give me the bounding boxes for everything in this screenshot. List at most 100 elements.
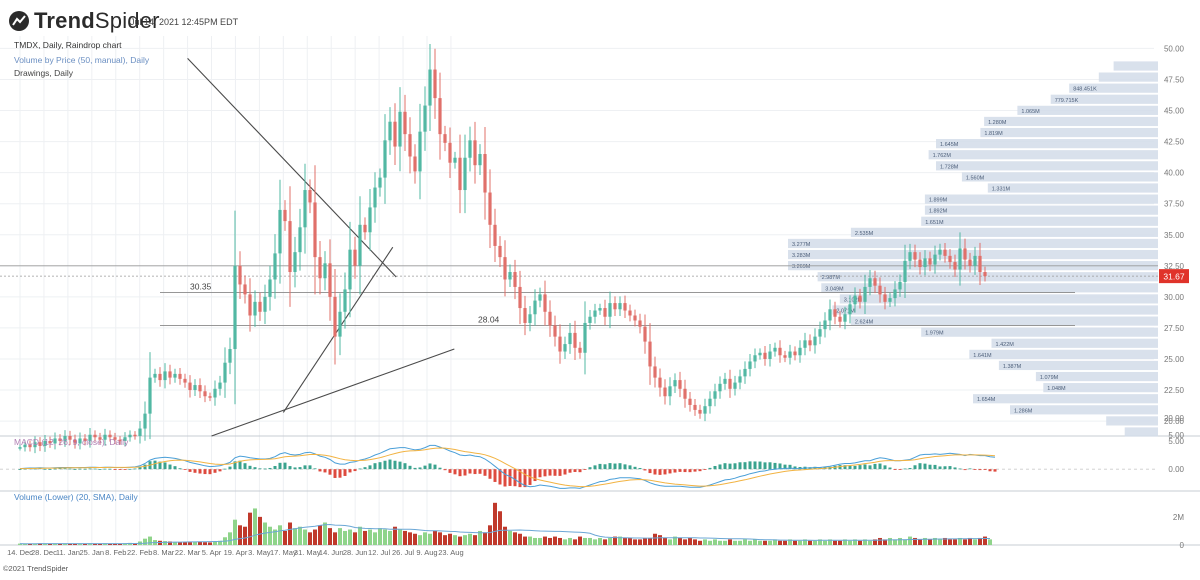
macd-histogram-bar [618, 463, 622, 470]
candle-body [868, 278, 872, 287]
macd-histogram-bar [923, 463, 927, 470]
y-tick-label: 42.50 [1164, 138, 1185, 147]
volume-bar [543, 536, 547, 545]
volume-bar [633, 539, 637, 545]
volume-bar [903, 539, 907, 545]
volume-bar [413, 533, 417, 545]
macd-histogram-bar [848, 465, 852, 470]
downtrend-line[interactable] [187, 57, 397, 278]
macd-histogram-bar [793, 466, 797, 470]
logo-text: Spider [94, 8, 160, 33]
candle-body [873, 278, 877, 286]
macd-histogram-bar [198, 469, 202, 474]
volume-bar [383, 529, 387, 545]
candle-body [678, 380, 682, 389]
volume-bar [888, 537, 892, 545]
long-uptrend-line[interactable] [211, 348, 455, 437]
volume-bar [33, 543, 37, 545]
candle-body [893, 289, 897, 299]
candle-body [643, 326, 647, 342]
volume-bar [103, 543, 107, 545]
volume-bar [648, 537, 652, 545]
volume-bar [358, 526, 362, 545]
candle-body [58, 438, 62, 441]
macd-histogram-bar [383, 460, 387, 470]
candle-body [858, 295, 862, 302]
x-tick-label: 22. Mar [175, 548, 201, 557]
volume-bar [883, 539, 887, 545]
vbp-indicator-label[interactable]: Volume by Price (50, manual), Daily [14, 55, 150, 65]
vbp-bar [924, 205, 1158, 215]
chart-title[interactable]: TMDX, Daily, Raindrop chart [14, 40, 122, 50]
volume-bar [48, 543, 52, 545]
volume-indicator-label[interactable]: Volume (Lower) (20, SMA), Daily [14, 492, 138, 502]
volume-bar [848, 540, 852, 545]
x-tick-label: 23. Aug [438, 548, 463, 557]
volume-bar [428, 533, 432, 545]
x-tick-label: 22. Feb [127, 548, 152, 557]
macd-histogram-bar [888, 467, 892, 470]
macd-indicator-label[interactable]: MACD (12, 26, 9, close), Daily [14, 437, 129, 447]
macd-histogram-bar [78, 468, 82, 470]
macd-histogram-bar [628, 465, 632, 470]
volume-bar [323, 522, 327, 545]
volume-bar [243, 526, 247, 545]
macd-histogram-bar [453, 469, 457, 475]
volume-bar [258, 516, 262, 545]
vbp-bar [788, 249, 1158, 260]
volume-bar [318, 525, 322, 545]
macd-histogram-bar [673, 469, 677, 473]
macd-histogram-bar [763, 462, 767, 470]
volume-bar [368, 529, 372, 545]
candle-body [803, 340, 807, 348]
candle-body [908, 252, 912, 261]
candle-body [913, 252, 917, 260]
drawings-label[interactable]: Drawings, Daily [14, 68, 74, 78]
candle-body [483, 154, 487, 193]
candle-body [753, 355, 757, 362]
volume-bar [728, 539, 732, 545]
macd-histogram-bar [703, 469, 707, 470]
macd-histogram-bar [293, 467, 297, 470]
candle-body [408, 134, 412, 157]
vbp-value-label: 1.899M [929, 198, 948, 204]
volume-bar [898, 537, 902, 545]
candle-body [453, 157, 457, 163]
y-tick-label: 20.00 [1164, 417, 1185, 426]
volume-bar [583, 537, 587, 545]
volume-bar [178, 542, 182, 545]
uptrend-line[interactable] [282, 246, 394, 413]
candle-body [778, 347, 782, 356]
macd-histogram-bar [633, 466, 637, 470]
candle-body [473, 140, 477, 166]
macd-histogram-bar [608, 463, 612, 470]
macd-histogram-bar [123, 469, 127, 470]
volume-bar [798, 540, 802, 545]
volume-bar [548, 537, 552, 545]
candle-body [293, 252, 297, 273]
macd-histogram-bar [173, 466, 177, 470]
x-tick-label: 25. Jan [80, 548, 105, 557]
volume-bar [788, 539, 792, 545]
volume-bar [963, 539, 967, 545]
volume-bar [193, 541, 197, 545]
logo[interactable]: TrendSpider [8, 8, 160, 34]
vbp-bar [969, 349, 1158, 359]
volume-bar [233, 519, 237, 545]
candle-body [813, 336, 817, 346]
volume-bar [808, 540, 812, 545]
candle-body [258, 301, 262, 312]
candle-body [833, 309, 837, 317]
macd-histogram-bar [928, 464, 932, 470]
macd-histogram-bar [983, 469, 987, 470]
macd-histogram-bar [423, 465, 427, 470]
volume-bar [833, 540, 837, 545]
vbp-value-label: 2.624M [855, 320, 874, 326]
macd-histogram-bar [778, 463, 782, 470]
candle-body [163, 371, 167, 381]
volume-bar [73, 543, 77, 545]
macd-histogram-bar [868, 465, 872, 470]
volume-bar [608, 537, 612, 545]
macd-histogram-bar [668, 469, 672, 474]
